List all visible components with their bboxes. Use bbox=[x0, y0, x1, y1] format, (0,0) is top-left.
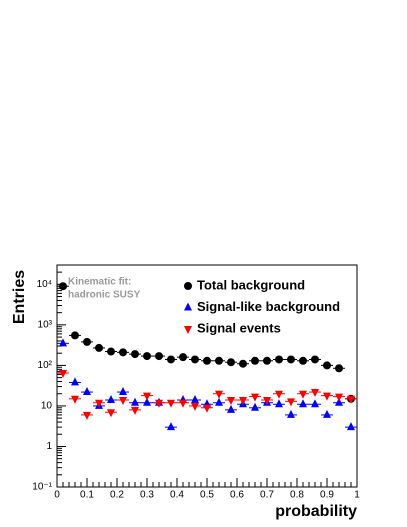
data-point bbox=[227, 358, 235, 367]
legend-marker bbox=[184, 302, 192, 311]
data-point bbox=[107, 395, 115, 404]
x-tick-label: 1 bbox=[354, 490, 360, 501]
data-point bbox=[311, 355, 319, 364]
data-point bbox=[251, 393, 259, 402]
data-point bbox=[191, 355, 199, 364]
data-point bbox=[143, 352, 151, 361]
x-tick-label: 0.9 bbox=[320, 490, 334, 501]
x-tick-label: 0.3 bbox=[140, 490, 154, 501]
data-point bbox=[275, 399, 283, 408]
data-point bbox=[311, 399, 319, 408]
legend-marker bbox=[184, 282, 192, 290]
data-point bbox=[275, 390, 283, 399]
annotation: Kinematic fit: bbox=[68, 277, 131, 288]
data-point bbox=[131, 397, 139, 406]
data-point bbox=[143, 397, 151, 406]
x-tick-label: 0.6 bbox=[230, 490, 244, 501]
x-tick-label: 0.8 bbox=[290, 490, 304, 501]
data-point bbox=[323, 361, 331, 370]
data-point bbox=[323, 392, 331, 401]
x-tick-label: 0.1 bbox=[80, 490, 94, 501]
data-point bbox=[263, 397, 271, 406]
data-point bbox=[119, 348, 127, 357]
y-tick-label: 1 bbox=[46, 441, 52, 452]
data-point bbox=[251, 402, 259, 411]
data-point bbox=[167, 422, 175, 431]
data-point bbox=[203, 356, 211, 365]
data-point bbox=[71, 377, 79, 386]
data-point bbox=[155, 399, 163, 408]
data-point bbox=[335, 393, 343, 402]
data-point bbox=[167, 399, 175, 408]
data-point bbox=[155, 352, 163, 361]
data-point bbox=[239, 359, 247, 368]
data-point bbox=[287, 409, 295, 418]
data-point bbox=[299, 399, 307, 408]
data-point bbox=[71, 331, 79, 340]
data-point bbox=[227, 397, 235, 406]
data-point bbox=[131, 406, 139, 415]
data-point bbox=[299, 390, 307, 399]
y-tick-label: 10⁴ bbox=[37, 279, 52, 290]
data-point bbox=[311, 389, 319, 398]
x-tick-label: 0.5 bbox=[200, 490, 214, 501]
data-point bbox=[287, 398, 295, 407]
data-point bbox=[347, 422, 355, 431]
data-point bbox=[215, 397, 223, 406]
data-point bbox=[119, 397, 127, 406]
x-tick-label: 0.4 bbox=[170, 490, 184, 501]
data-point bbox=[191, 395, 199, 404]
data-point bbox=[215, 390, 223, 399]
data-point bbox=[239, 397, 247, 406]
data-point bbox=[59, 369, 67, 378]
data-point bbox=[119, 387, 127, 396]
x-tick-label: 0.2 bbox=[110, 490, 124, 501]
data-point bbox=[299, 356, 307, 365]
data-point bbox=[107, 409, 115, 418]
y-tick-label: 10⁻¹ bbox=[32, 482, 52, 493]
data-point bbox=[179, 399, 187, 408]
data-point bbox=[335, 364, 343, 373]
legend-label: Total background bbox=[197, 277, 305, 292]
data-point bbox=[215, 356, 223, 365]
data-point bbox=[227, 404, 235, 413]
data-point bbox=[251, 356, 259, 365]
legend-label: Signal events bbox=[197, 320, 281, 335]
data-point bbox=[83, 411, 91, 420]
data-point bbox=[191, 402, 199, 411]
data-point bbox=[335, 397, 343, 406]
data-point bbox=[143, 392, 151, 401]
legend-marker bbox=[184, 326, 192, 334]
data-point bbox=[179, 353, 187, 362]
data-point bbox=[95, 343, 103, 352]
x-tick-label: 0 bbox=[54, 490, 60, 501]
data-point bbox=[71, 395, 79, 404]
data-point bbox=[131, 350, 139, 359]
data-point bbox=[347, 395, 355, 404]
legend-label: Signal-like background bbox=[197, 299, 340, 314]
y-tick-label: 10³ bbox=[38, 320, 53, 331]
y-axis-label: Entries bbox=[11, 270, 28, 324]
annotation: hadronic SUSY bbox=[68, 290, 141, 301]
y-tick-label: 10² bbox=[38, 360, 53, 371]
data-point bbox=[263, 356, 271, 365]
data-point bbox=[83, 387, 91, 396]
data-point bbox=[323, 409, 331, 418]
data-point bbox=[59, 338, 67, 347]
data-point bbox=[59, 282, 67, 291]
x-axis-label: probability bbox=[275, 503, 357, 520]
data-point bbox=[203, 404, 211, 413]
x-tick-label: 0.7 bbox=[260, 490, 274, 501]
data-point bbox=[287, 355, 295, 364]
y-tick-label: 10 bbox=[41, 401, 53, 412]
data-point bbox=[95, 399, 103, 408]
data-point bbox=[167, 355, 175, 364]
data-point bbox=[83, 337, 91, 346]
data-point bbox=[275, 355, 283, 364]
data-point bbox=[107, 347, 115, 356]
